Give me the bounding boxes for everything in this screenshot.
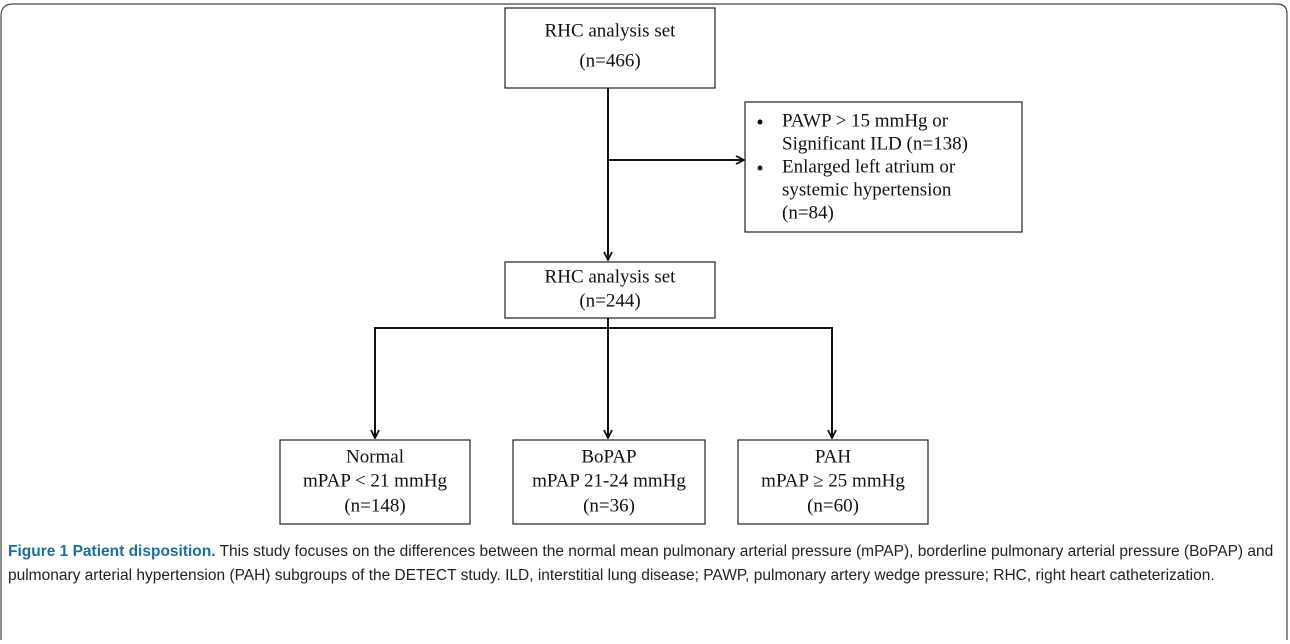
exclusion-text: systemic hypertension xyxy=(782,179,952,200)
exclusion-box xyxy=(744,101,1023,233)
node-box xyxy=(512,439,706,525)
node-text: (n=36) xyxy=(583,495,635,516)
node-text: (n=244) xyxy=(579,290,640,311)
node-text: (n=148) xyxy=(344,495,405,516)
node-text: RHC analysis set xyxy=(545,266,677,287)
exclusion-text: Significant ILD (n=138) xyxy=(782,133,968,154)
figure-frame xyxy=(0,3,1288,640)
node-text: mPAP ≥ 25 mmHg xyxy=(761,470,905,491)
caption-text: This study focuses on the differences be… xyxy=(8,543,1274,584)
node-box xyxy=(504,261,716,319)
node-text: Normal xyxy=(346,446,404,467)
caption: Figure 1 Patient disposition. This study… xyxy=(8,540,1278,588)
node-text: (n=60) xyxy=(807,495,859,516)
bullet xyxy=(757,119,763,125)
node-box xyxy=(279,439,471,525)
node-text: mPAP 21-24 mmHg xyxy=(532,470,686,491)
node-box xyxy=(504,7,716,89)
bullet xyxy=(757,165,763,171)
node-text: RHC analysis set xyxy=(545,20,677,41)
node-text: BoPAP xyxy=(581,446,636,467)
exclusion-text: PAWP > 15 mmHg or xyxy=(782,110,949,131)
exclusion-text: (n=84) xyxy=(782,202,834,223)
exclusion-text: Enlarged left atrium or xyxy=(782,156,956,177)
node-text: mPAP < 21 mmHg xyxy=(303,470,447,491)
caption-label: Figure 1 Patient disposition. xyxy=(8,543,216,560)
node-text: (n=466) xyxy=(579,50,640,71)
node-box xyxy=(737,439,929,525)
node-text: PAH xyxy=(815,446,852,467)
